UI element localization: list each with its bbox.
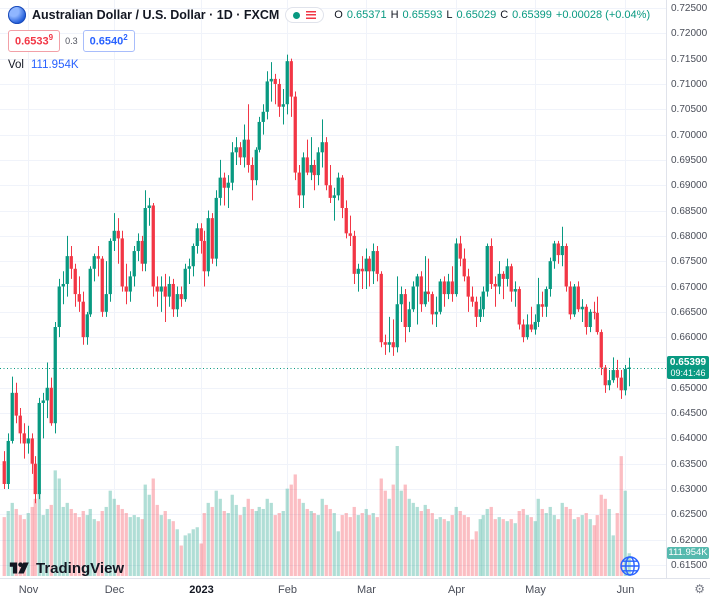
price-tick: 0.66500 (671, 306, 708, 318)
price-tick: 0.61500 (671, 560, 708, 571)
high-value: 0.65593 (402, 9, 443, 21)
sell-price-fraction: 9 (48, 33, 54, 42)
change-value: +0.00028 (+0.04%) (555, 9, 651, 21)
red-list-icon[interactable] (306, 11, 317, 19)
price-tick: 0.70000 (671, 129, 708, 141)
open-label: O (334, 9, 343, 21)
time-tick-apr: Apr (447, 584, 466, 596)
symbol-title[interactable]: Australian Dollar / U.S. Dollar · 1D · F… (32, 8, 280, 22)
close-label: C (500, 9, 509, 21)
price-tick: 0.72000 (671, 28, 708, 40)
price-tick: 0.71000 (671, 78, 708, 90)
price-tick: 0.68500 (671, 205, 708, 217)
tradingview-logo[interactable]: TradingView (8, 557, 124, 579)
bar-countdown: 09:41:46 (670, 367, 706, 378)
time-tick-dec: Dec (104, 584, 125, 596)
axis-settings-icon[interactable]: ⚙ (694, 582, 705, 596)
price-tick: 0.63000 (671, 484, 708, 496)
price-tick: 0.70500 (671, 104, 708, 116)
price-tick: 0.69000 (671, 180, 708, 192)
sell-price-button[interactable]: 0.65339 (8, 30, 61, 52)
time-tick-feb: Feb (278, 584, 297, 596)
candlestick-chart-pane[interactable] (0, 0, 666, 578)
price-tick: 0.67000 (671, 281, 708, 293)
current-price-value: 0.65399 (669, 356, 707, 368)
low-value: 0.65029 (456, 9, 497, 21)
price-tick: 0.71500 (671, 53, 708, 65)
current-price-label: 0.65399 09:41:46 (667, 355, 709, 379)
price-tick: 0.68000 (671, 230, 708, 242)
time-tick-jun: Jun (616, 584, 635, 596)
price-tick: 0.72500 (671, 3, 708, 14)
high-label: H (390, 9, 399, 21)
volume-indicator-label[interactable]: Vol (8, 58, 24, 71)
symbol-icon[interactable] (8, 6, 26, 24)
price-tick: 0.62000 (671, 534, 708, 546)
price-tick: 0.67500 (671, 256, 708, 268)
time-tick-mar: Mar (357, 584, 376, 596)
time-tick-nov: Nov (18, 584, 39, 596)
price-tick: 0.62500 (671, 509, 708, 521)
low-label: L (446, 9, 453, 21)
tradingview-logo-icon (9, 562, 29, 574)
spread-value: 0.3 (65, 35, 78, 46)
close-value: 0.65399 (512, 9, 552, 21)
open-value: 0.65371 (346, 9, 387, 21)
teal-dot-icon[interactable] (293, 11, 301, 19)
sell-price-value: 0.6533 (15, 35, 49, 48)
price-tick: 0.65000 (671, 382, 708, 394)
volume-indicator-value: 111.954K (31, 58, 79, 71)
price-tick: 0.66000 (671, 332, 708, 344)
buy-price-value: 0.6540 (89, 35, 124, 48)
time-axis[interactable]: Nov Dec 2023 Feb Mar Apr May Jun (0, 578, 710, 600)
volume-axis-label: 111.954K (667, 547, 709, 560)
legend-source-buttons[interactable] (285, 7, 325, 23)
buy-price-button[interactable]: 0.65402 (82, 30, 135, 52)
time-tick-may: May (525, 584, 546, 596)
price-scale[interactable]: 0.72500 0.72000 0.71500 0.71000 0.70500 0.700… (666, 0, 710, 578)
price-tick: 0.64500 (671, 408, 708, 420)
buy-price-fraction: 2 (123, 33, 128, 42)
price-tick: 0.63500 (671, 458, 708, 470)
chart-legend: Australian Dollar / U.S. Dollar · 1D · F… (8, 6, 650, 71)
globe-icon[interactable] (617, 553, 643, 584)
time-tick-2023: 2023 (189, 584, 214, 596)
ohlc-readout: O 0.65371 H 0.65593 L 0.65029 C 0.65399 +0.0… (334, 9, 650, 21)
price-tick: 0.69500 (671, 154, 708, 166)
tradingview-logo-text: TradingView (36, 559, 125, 577)
price-tick: 0.64000 (671, 433, 708, 445)
